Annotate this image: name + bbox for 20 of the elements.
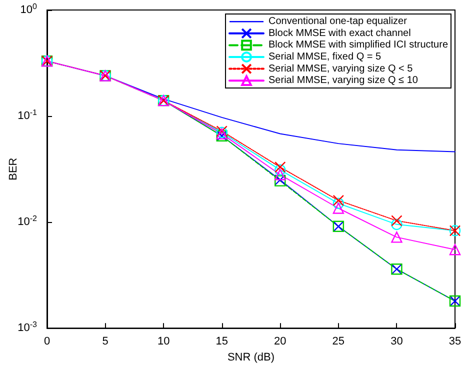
y-axis-title: BER xyxy=(8,158,20,180)
y-tick-label: 10$^{-1}$ xyxy=(18,108,37,124)
x-axis-title: SNR (dB) xyxy=(227,352,275,364)
y-tick-label: 10$^{0}$ xyxy=(20,2,37,17)
x-tick-label: 0 xyxy=(44,336,50,348)
legend-label: Block MMSE with exact channel xyxy=(268,28,411,39)
legend-label: Serial MMSE, varying size Q ≤ 10 xyxy=(268,75,418,86)
legend-label: Serial MMSE, fixed Q = 5 xyxy=(268,52,382,62)
x-tick-label: 30 xyxy=(390,336,403,348)
legend-label: Conventional one-tap equalizer xyxy=(268,16,408,27)
x-tick-label: 10 xyxy=(157,336,170,348)
y-tick-label: 10$^{-3}$ xyxy=(18,320,37,336)
x-tick-label: 5 xyxy=(102,336,108,348)
x-tick-label: 20 xyxy=(274,336,286,348)
legend-label: Block MMSE with simplified ICI structure xyxy=(268,40,448,51)
x-tick-label: 15 xyxy=(216,336,228,348)
y-tick-label: 10$^{-2}$ xyxy=(18,214,37,230)
legend-label: Serial MMSE, varying size Q < 5 xyxy=(268,63,414,74)
x-tick-label: 35 xyxy=(448,336,462,348)
x-tick-label: 25 xyxy=(332,336,345,348)
